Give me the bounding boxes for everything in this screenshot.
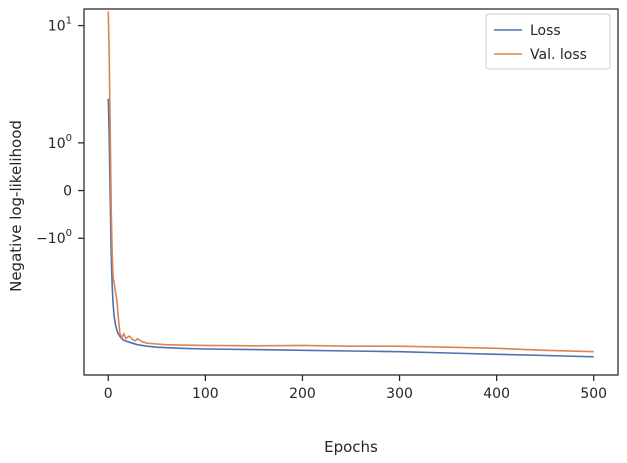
legend-box (485, 13, 611, 70)
series-line-loss (107, 98, 594, 358)
x-tick-label: 0 (104, 386, 113, 402)
x-tick-label: 300 (386, 386, 413, 402)
y-tick-label: 0 (63, 184, 72, 200)
plot-area (84, 9, 618, 375)
series-line-val-loss (107, 11, 594, 353)
plot-frame (83, 8, 619, 376)
x-axis-ticks: 0 100 200 300 400 500 (104, 375, 607, 402)
x-tick-label: 100 (192, 386, 219, 402)
legend-label-loss: Loss (530, 23, 561, 39)
series-layer (107, 11, 594, 358)
y-tick-label: −100 (36, 228, 72, 247)
x-axis-label: Epochs (324, 438, 378, 456)
x-tick-label: 200 (289, 386, 316, 402)
x-tick-label: 500 (580, 386, 607, 402)
x-tick-label: 400 (483, 386, 510, 402)
legend-label-val-loss: Val. loss (530, 47, 587, 63)
legend: Loss Val. loss (485, 13, 611, 70)
y-axis-label: Negative log-likelihood (7, 120, 25, 292)
